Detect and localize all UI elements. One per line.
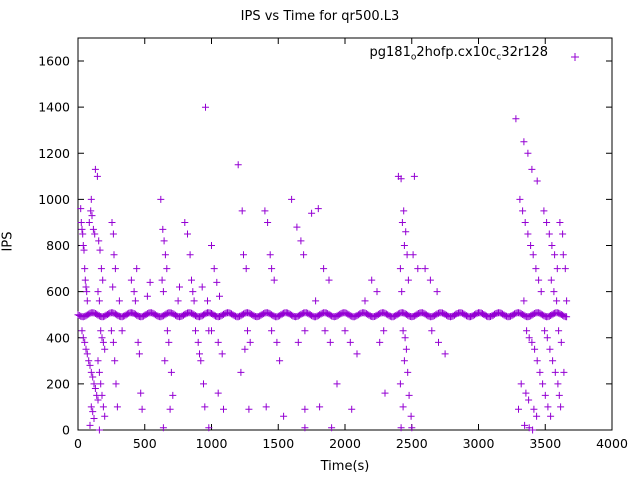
y-tick-label: 600 (46, 284, 70, 299)
x-tick-label: 4000 (596, 436, 628, 451)
y-tick-label: 1200 (38, 146, 70, 161)
legend-text-part: pg181 (369, 45, 411, 60)
scatter-points (77, 103, 571, 434)
y-tick-label: 1000 (38, 192, 70, 207)
x-tick-label: 2500 (396, 436, 428, 451)
x-axis-label: Time(s) (320, 459, 370, 474)
legend-text-part: 2hofp.cx10c (416, 45, 497, 60)
x-tick-label: 1000 (196, 436, 228, 451)
x-tick-label: 1500 (262, 436, 294, 451)
y-tick-label: 1600 (38, 54, 70, 69)
chart-title: IPS vs Time for qr500.L3 (240, 9, 400, 24)
tick-marks (77, 38, 613, 431)
x-tick-label: 0 (74, 436, 82, 451)
x-tick-label: 500 (133, 436, 157, 451)
legend-text-part: c (496, 52, 502, 63)
legend-text-part: 32r128 (501, 45, 548, 60)
x-tick-label: 3000 (463, 436, 495, 451)
y-tick-label: 200 (46, 376, 70, 391)
y-tick-label: 0 (62, 423, 70, 438)
axes-border (77, 37, 613, 431)
legend-text-part: o (410, 52, 417, 63)
band-points (74, 309, 571, 321)
legend-marker (571, 53, 579, 61)
x-tick-label: 3500 (529, 436, 561, 451)
legend-label: pg181o2hofp.cx10cc32r128 (0, 45, 548, 63)
y-tick-label: 800 (46, 238, 70, 253)
y-tick-label: 1400 (38, 100, 70, 115)
x-tick-label: 2000 (329, 436, 361, 451)
y-tick-label: 400 (46, 330, 70, 345)
